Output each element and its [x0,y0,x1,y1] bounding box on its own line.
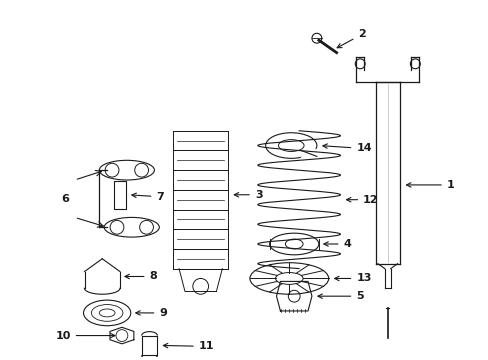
Text: 10: 10 [55,330,115,341]
Bar [114,181,125,208]
Text: 9: 9 [136,308,167,318]
Wedge shape [301,148,320,168]
Text: 14: 14 [322,144,371,153]
Text: 1: 1 [406,180,454,190]
Text: 7: 7 [132,192,164,202]
Text: 11: 11 [163,341,214,351]
Text: 6: 6 [61,194,69,204]
Text: 3: 3 [234,190,262,200]
Text: 12: 12 [346,195,378,205]
Text: 8: 8 [125,271,157,282]
Text: 5: 5 [317,291,363,301]
Text: 13: 13 [334,274,371,283]
Text: 4: 4 [323,239,350,249]
Text: 2: 2 [336,29,365,48]
